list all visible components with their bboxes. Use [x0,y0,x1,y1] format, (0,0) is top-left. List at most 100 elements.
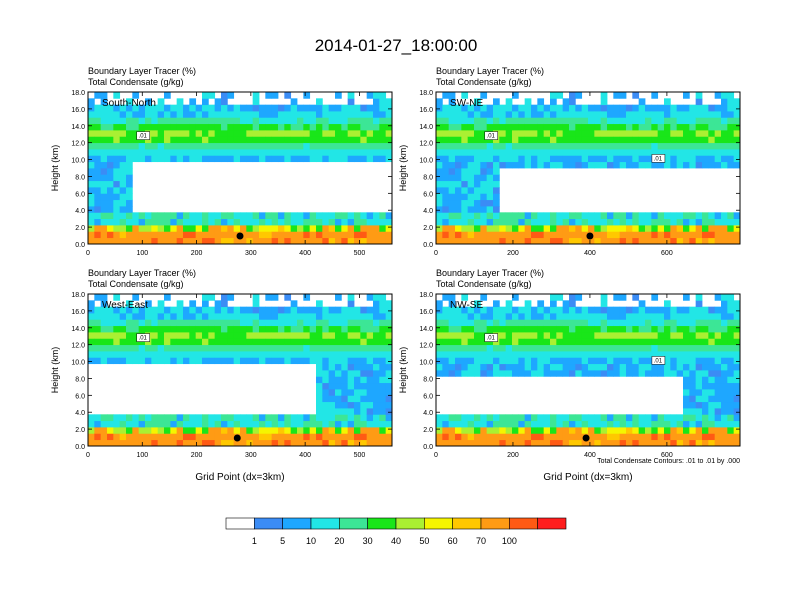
field-cell [676,338,684,346]
field-cell [676,237,684,245]
field-cell [689,363,697,371]
field-cell [664,439,671,447]
field-cell [550,130,557,137]
field-cell [727,123,735,131]
field-cell [195,332,203,339]
field-cell [246,155,254,163]
field-cell [638,225,646,232]
field-cell [607,225,614,232]
field-cell [575,319,583,327]
field-cell [695,117,703,125]
field-cell [689,427,697,434]
field-cell [214,104,222,112]
field-cell [119,313,127,320]
field-cell [436,351,443,358]
field-cell [284,414,292,422]
field-cell [284,325,292,333]
field-cell [221,344,228,352]
field-cell [607,111,614,118]
field-cell [493,344,500,352]
field-cell [132,142,140,150]
field-cell [645,104,652,112]
colorbar-tick-label: 1 [252,536,257,546]
field-cell [613,123,621,131]
contour-label-box [136,131,150,140]
field-cell [227,338,235,346]
plot-frame [435,91,741,245]
field-cell [638,155,646,163]
field-cell [227,136,235,144]
tracer-field [436,294,741,447]
field-cell [638,370,646,377]
field-cell [94,111,102,118]
field-cell [632,237,640,245]
field-cell [94,420,102,428]
field-cell [518,332,526,339]
field-cell [214,130,222,137]
field-cell [335,111,342,118]
field-cell [575,294,583,301]
field-cell [600,363,608,371]
field-cell [233,123,241,131]
field-cell [189,306,197,314]
field-cell [543,161,551,169]
field-cell [271,338,279,346]
field-cell [151,351,159,358]
field-cell [233,420,241,428]
field-cell [100,344,108,352]
field-cell [695,98,703,106]
field-cell [328,155,336,163]
field-cell [164,104,171,112]
field-cell [164,136,171,144]
field-cell [221,306,228,314]
field-cell [119,218,127,226]
field-cell [303,218,311,226]
field-cell [189,136,197,144]
field-cell [721,231,728,239]
field-cell [594,149,602,156]
field-cell [581,111,589,118]
field-cell [600,161,608,169]
field-cell [486,351,494,358]
field-cell [543,123,551,131]
field-cell [474,420,481,428]
field-cell [600,300,608,308]
field-cell [467,370,475,377]
field-cell [651,414,659,422]
field-cell [107,332,114,339]
field-cell [448,319,456,327]
field-cell [385,136,393,144]
field-cell [227,123,235,131]
x-tick-label: 100 [136,452,148,459]
field-cell [126,237,133,245]
field-cell [588,427,595,434]
field-cell [252,104,260,112]
field-cell [347,130,355,137]
field-cell [145,98,152,106]
field-cell [619,130,627,137]
field-cell [176,414,184,422]
field-cell [176,433,184,441]
field-cell [486,313,494,320]
field-cell [448,332,456,339]
field-cell [619,231,627,239]
field-cell [221,325,228,333]
field-cell [651,370,659,377]
field-cell [107,313,114,320]
field-cell [278,313,285,320]
field-cell [474,142,481,150]
field-cell [619,155,627,163]
field-cell [689,420,697,428]
field-cell [252,313,260,320]
field-cell [708,325,716,333]
field-cell [480,136,488,144]
field-cell [126,300,133,308]
field-cell [265,357,273,365]
field-cell [436,187,443,194]
field-cell [360,306,368,314]
field-cell [493,149,500,156]
field-cell [214,98,222,106]
field-cell [170,414,178,422]
field-cell [714,149,722,156]
field-cell [151,111,159,118]
